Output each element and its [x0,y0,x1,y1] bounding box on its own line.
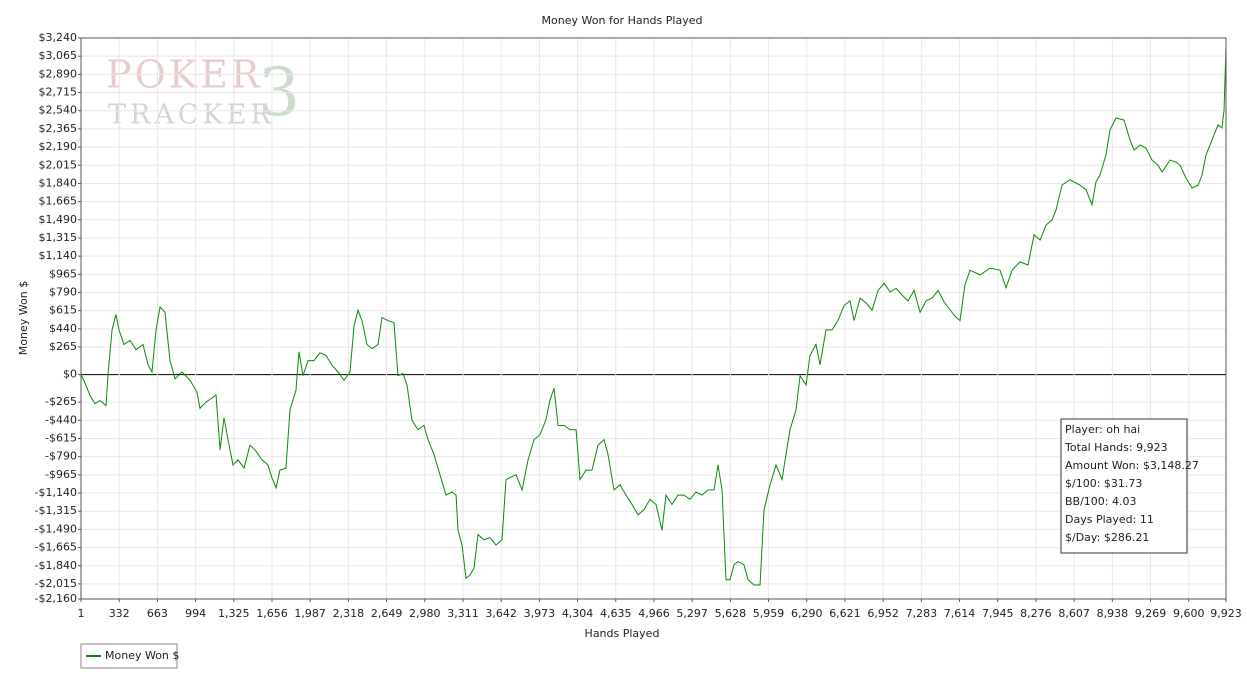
stats-line: BB/100: 4.03 [1065,495,1137,508]
y-tick-label: $2,190 [39,140,78,153]
watermark: POKER TRACKER 3 [106,53,300,132]
x-tick-label: 2,318 [333,607,365,620]
x-tick-label: 4,635 [600,607,632,620]
x-tick-label: 4,966 [638,607,670,620]
y-tick-label: $2,015 [39,158,78,171]
x-tick-label: 4,304 [562,607,594,620]
x-tick-label: 3,311 [447,607,479,620]
x-tick-label: 5,959 [753,607,785,620]
x-tick-label: 8,607 [1058,607,1090,620]
x-axis-label: Hands Played [585,627,660,640]
y-tick-label: -$1,665 [35,541,77,554]
y-tick-label: -$1,140 [35,486,77,499]
plot [80,47,1227,586]
logo-bottom: TRACKER [108,100,275,131]
y-tick-label: $2,365 [39,122,78,135]
y-tick-label: -$1,840 [35,559,77,572]
stats-box: Player: oh hai Total Hands: 9,923 Amount W… [1060,418,1199,554]
x-tick-label: 9,600 [1173,607,1205,620]
y-tick-label: $2,715 [39,86,78,99]
x-tick-label: 3,973 [524,607,556,620]
series-line [80,47,1227,586]
y-tick-label: $0 [63,368,77,381]
x-tick-label: 6,621 [829,607,861,620]
x-tick-label: 6,290 [791,607,823,620]
x-tick-label: 663 [147,607,168,620]
stats-line: Amount Won: $3,148.27 [1065,459,1199,472]
y-tick-label: -$2,015 [35,577,77,590]
x-tick-label: 2,980 [409,607,441,620]
x-tick-label: 1,987 [294,607,326,620]
stats-line: Days Played: 11 [1065,513,1154,526]
y-tick-label: $1,665 [39,195,78,208]
x-tick-label: 8,938 [1097,607,1129,620]
grid [80,37,1227,600]
x-tick-label: 9,923 [1210,607,1242,620]
stats-lines: Player: oh hai Total Hands: 9,923 Amount W… [1064,423,1199,544]
y-tick-label: -$2,160 [35,592,77,605]
y-tick-label: $965 [49,267,77,280]
y-tick-label: -$265 [45,395,77,408]
y-tick-label: $2,540 [39,104,78,117]
y-tick-label: $790 [49,286,77,299]
x-tick-label: 994 [185,607,206,620]
y-tick-label: -$790 [45,450,77,463]
x-tick-label: 332 [109,607,130,620]
y-tick-label: $265 [49,340,77,353]
y-tick-label: -$1,315 [35,504,77,517]
y-tick-label: $1,140 [39,249,78,262]
y-tick-label: $1,315 [39,231,78,244]
x-tick-label: 1,325 [218,607,250,620]
legend-label: Money Won $ [105,649,179,662]
y-tick-label: $3,065 [39,49,78,62]
y-tick-label: $3,240 [39,31,78,44]
x-tick-label: 1,656 [256,607,288,620]
x-tick-label: 6,952 [867,607,899,620]
stats-frame [1060,418,1188,554]
x-tick-label: 2,649 [371,607,403,620]
y-tick-label: $615 [49,304,77,317]
chart-title: Money Won for Hands Played [542,14,703,27]
x-tick-label: 1 [78,607,85,620]
stats-line: $/Day: $286.21 [1065,531,1149,544]
x-tick-label: 7,614 [944,607,976,620]
y-tick-label: $1,840 [39,176,78,189]
y-tick-label: -$965 [45,468,77,481]
stats-line: Player: oh hai [1065,423,1140,436]
x-tick-label: 5,297 [676,607,708,620]
y-tick-label: $440 [49,322,77,335]
x-tick-label: 9,269 [1135,607,1167,620]
y-axis-label: Money Won $ [17,281,30,355]
x-tick-label: 3,642 [485,607,517,620]
x-tick-label: 8,276 [1020,607,1052,620]
y-tick-label: -$615 [45,431,77,444]
y-tick-label: -$440 [45,413,77,426]
y-tick-label: $1,490 [39,213,78,226]
y-tick-label: -$1,490 [35,522,77,535]
stats-line: $/100: $31.73 [1065,477,1142,490]
legend: Money Won $ [80,643,179,669]
x-tick-label: 7,283 [906,607,938,620]
stats-line: Total Hands: 9,923 [1064,441,1168,454]
y-tick-label: $2,890 [39,67,78,80]
x-tick-label: 5,628 [715,607,747,620]
x-tick-label: 7,945 [982,607,1014,620]
